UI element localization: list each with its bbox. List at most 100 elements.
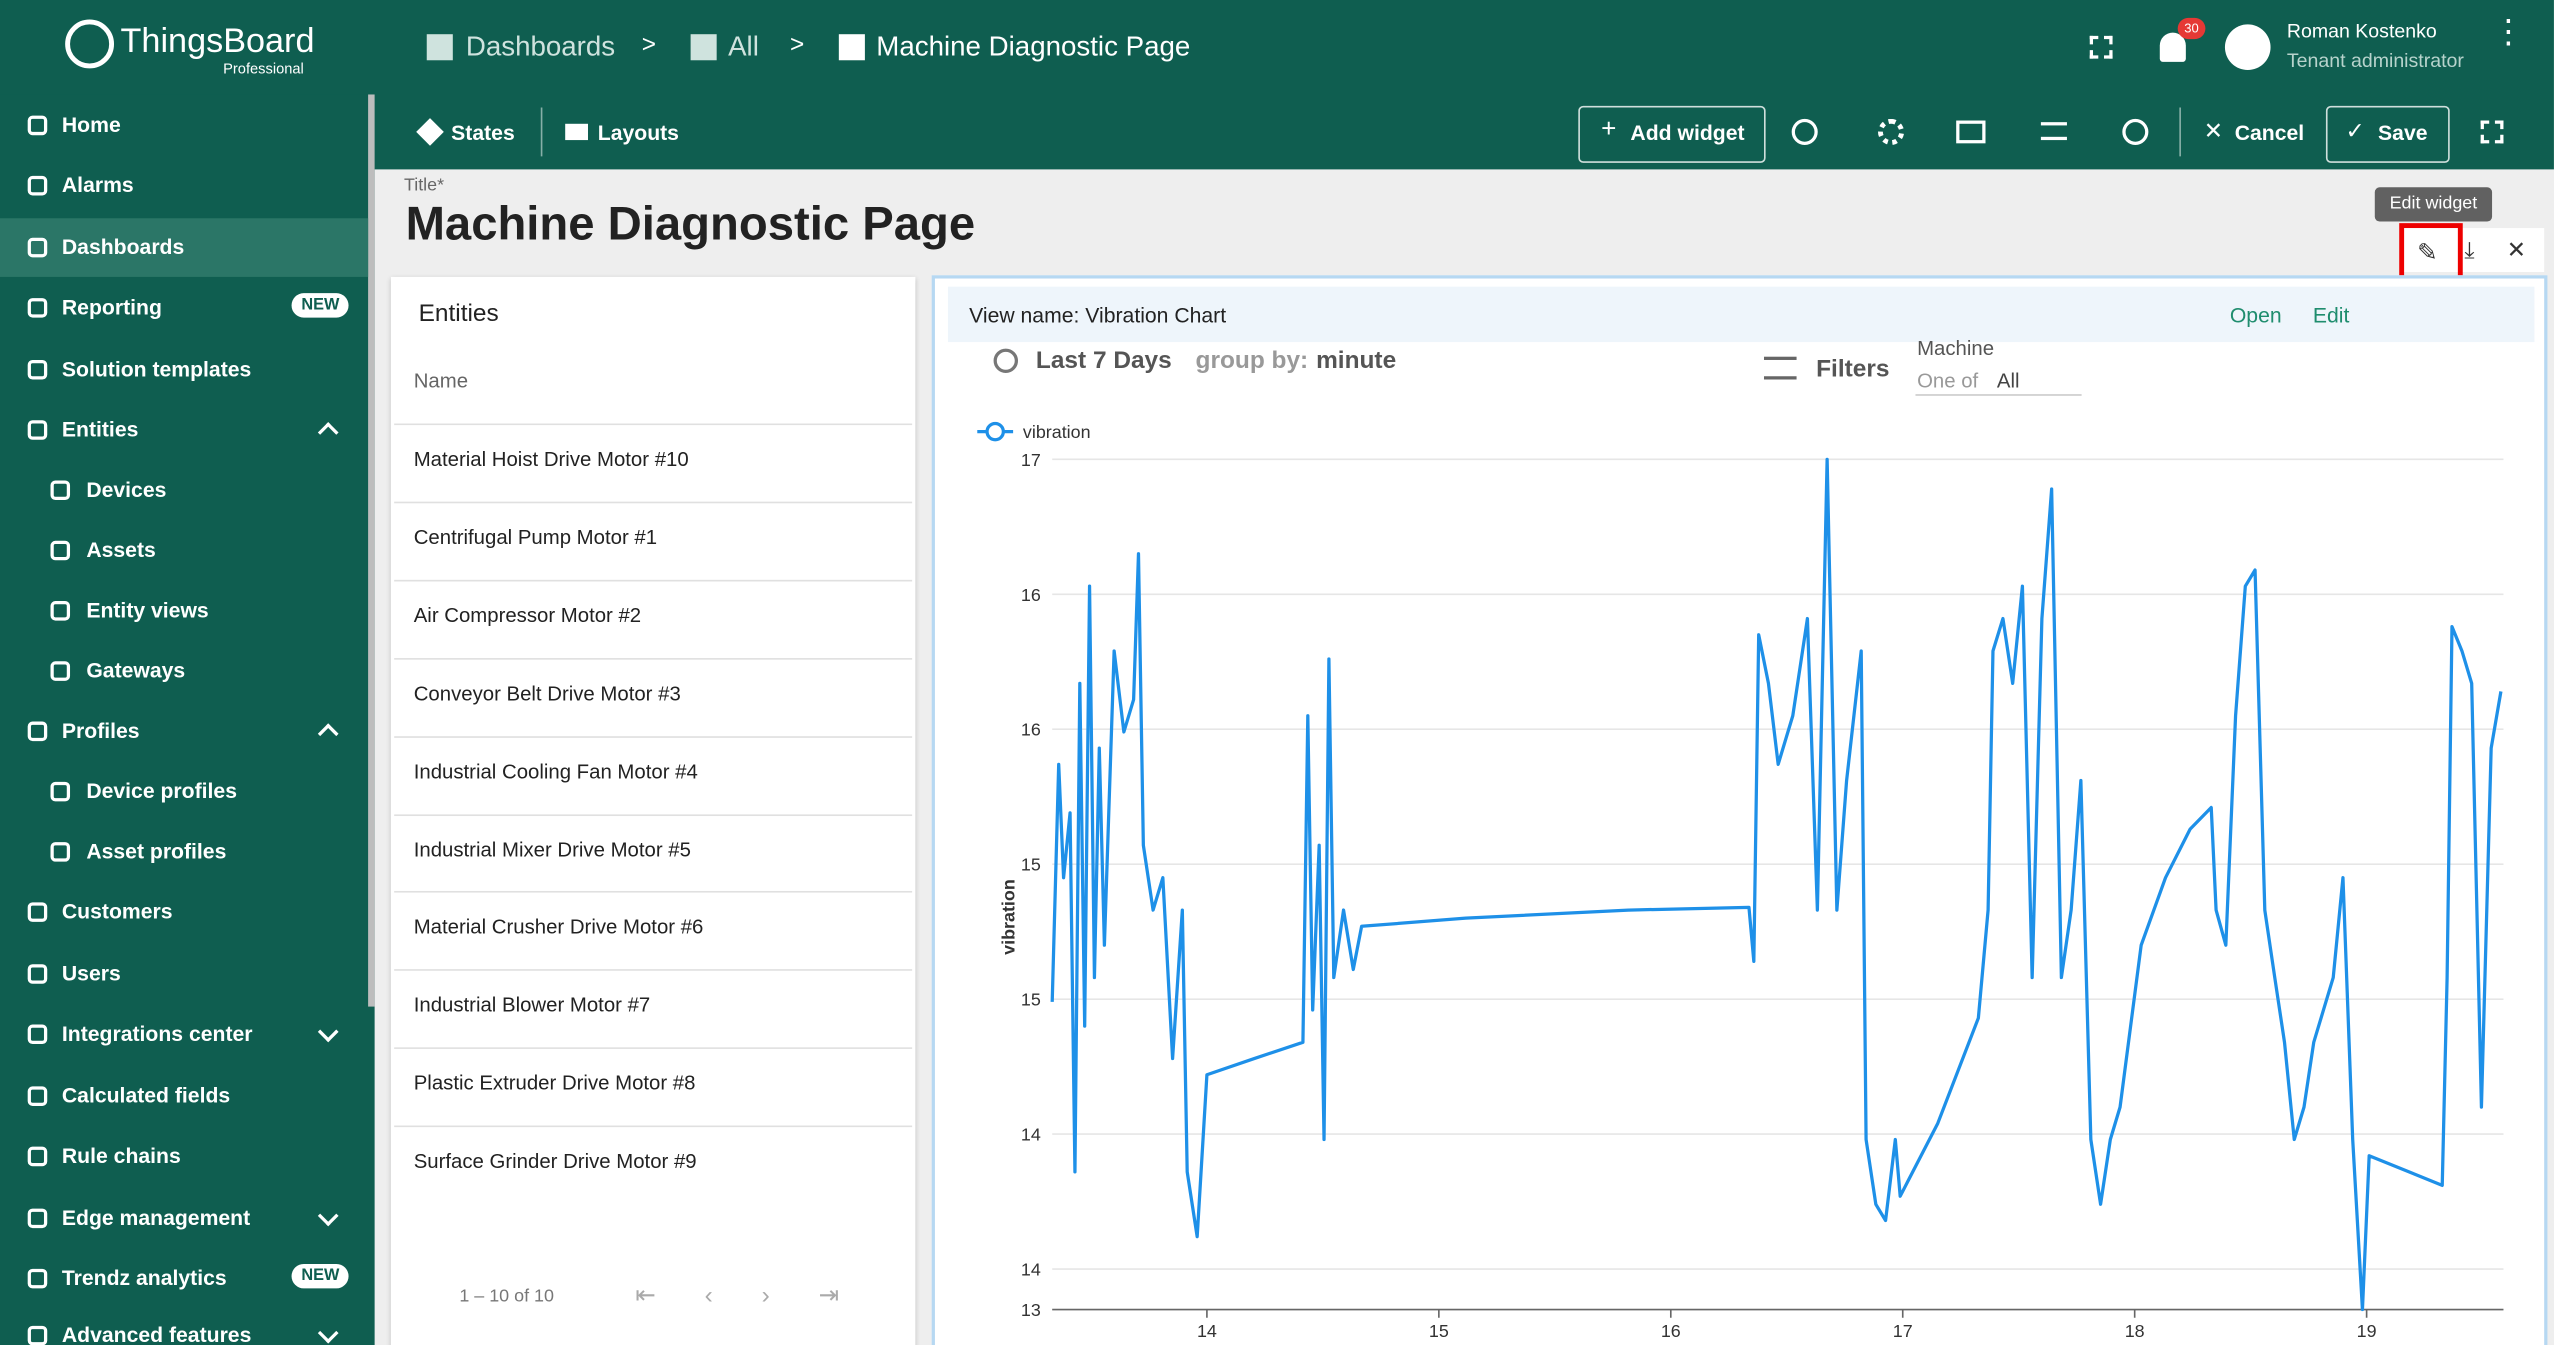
breadcrumb[interactable]: All xyxy=(728,30,759,62)
entity-row[interactable]: Material Hoist Drive Motor #10 xyxy=(413,447,689,471)
y-tick-label: 15 xyxy=(1021,990,1041,1010)
menu-button[interactable]: ⋮ xyxy=(2492,14,2525,51)
nav-item[interactable]: Devices xyxy=(0,461,368,520)
nav-item[interactable]: Edge management xyxy=(0,1189,368,1248)
row-divider xyxy=(394,1047,913,1050)
nav-item[interactable]: Alarms xyxy=(0,156,368,215)
nav-item[interactable]: Profiles xyxy=(0,702,368,761)
chart: 13 14 14 15 15 16 16 17 14 15 16 17 18 19 vibration vib… xyxy=(977,421,2504,1341)
entity-row[interactable]: Material Crusher Drive Motor #6 xyxy=(413,916,704,939)
open-link[interactable]: Open xyxy=(2229,302,2282,328)
entity-row[interactable]: Conveyor Belt Drive Motor #3 xyxy=(413,681,681,705)
save-button[interactable] xyxy=(2325,105,2450,163)
edit-widget-button[interactable]: ✎ xyxy=(2417,239,2438,268)
nav-item[interactable]: Asset profiles xyxy=(0,823,368,882)
tooltip: Edit widget xyxy=(2374,187,2493,222)
save-icon: ✓ xyxy=(2345,117,2365,144)
filters-label[interactable]: Filters xyxy=(1816,355,1890,383)
filter-underline xyxy=(1915,394,2082,396)
y-tick-label: 17 xyxy=(1021,450,1041,470)
nav-item[interactable]: Customers xyxy=(0,883,368,942)
y-tick-label: 13 xyxy=(1021,1300,1041,1320)
nav-item[interactable]: Integrations center xyxy=(0,1005,368,1064)
entity-row[interactable]: Surface Grinder Drive Motor #9 xyxy=(413,1150,697,1173)
column-header[interactable]: Name xyxy=(413,369,469,393)
separator: > xyxy=(789,30,805,59)
x-tick-label: 15 xyxy=(1429,1321,1449,1341)
add-widget-button[interactable] xyxy=(1578,105,1766,163)
logo-icon xyxy=(65,19,115,69)
row-divider xyxy=(394,579,913,582)
timewindow-button[interactable] xyxy=(1791,118,1818,145)
devices-button[interactable] xyxy=(1956,120,1986,144)
nav-item-active[interactable]: Dashboards xyxy=(0,218,369,277)
fullscreen-button[interactable] xyxy=(2089,35,2113,59)
user-role: Tenant administrator xyxy=(2286,48,2464,72)
filter-operator[interactable]: One of xyxy=(1917,369,1979,393)
states-button[interactable]: States xyxy=(451,120,515,145)
entity-row[interactable]: Industrial Cooling Fan Motor #4 xyxy=(413,759,698,783)
save-label: Save xyxy=(2378,120,2428,145)
widget-actions xyxy=(2400,228,2545,273)
entity-row[interactable]: Plastic Extruder Drive Motor #8 xyxy=(413,1072,696,1095)
nav-item[interactable]: Users xyxy=(0,945,368,1004)
layouts-button[interactable]: Layouts xyxy=(597,120,679,145)
cancel-icon: ✕ xyxy=(2203,117,2223,144)
entity-row[interactable]: Centrifugal Pump Motor #1 xyxy=(413,525,658,549)
breadcrumb[interactable]: Dashboards xyxy=(465,30,616,62)
row-divider xyxy=(394,657,913,660)
logo: ThingsBoard xyxy=(120,22,315,61)
y-axis-label: vibration xyxy=(999,879,1019,955)
group-by-value[interactable]: minute xyxy=(1316,346,1397,375)
nav-item[interactable]: Reporting NEW xyxy=(0,279,368,338)
data-line xyxy=(1050,457,2503,1312)
nav-item[interactable]: Rule chains xyxy=(0,1127,368,1186)
app-bar xyxy=(0,0,2554,170)
remove-button[interactable]: ✕ xyxy=(2506,236,2526,263)
fullscreen-button[interactable] xyxy=(2480,120,2504,144)
filter-icon xyxy=(1763,356,1797,380)
group-by-label: group by: xyxy=(1195,346,1309,375)
legend-marker xyxy=(985,421,1005,442)
x-tick-label: 17 xyxy=(1893,1321,1913,1341)
notification-badge: 30 xyxy=(2177,17,2206,40)
nav-item[interactable]: Gateways xyxy=(0,642,368,701)
y-tick-label: 15 xyxy=(1021,855,1041,875)
settings-button[interactable] xyxy=(1878,118,1905,145)
x-tick-label: 18 xyxy=(2125,1321,2145,1341)
notifications-button[interactable] xyxy=(2159,32,2186,62)
nav-item[interactable]: Home xyxy=(0,96,368,155)
entity-row[interactable]: Industrial Mixer Drive Motor #5 xyxy=(413,838,691,861)
page-icon xyxy=(838,34,865,61)
avatar[interactable] xyxy=(2224,24,2271,71)
nav-item[interactable]: Entity views xyxy=(0,581,368,640)
add-widget-label: Add widget xyxy=(1630,120,1745,145)
pager-buttons[interactable]: ⇤‹›⇥ xyxy=(635,1281,888,1310)
filter-button[interactable] xyxy=(2040,122,2067,141)
pagination: 1 – 10 of 10 xyxy=(459,1286,554,1307)
nav-item[interactable]: Device profiles xyxy=(0,762,368,821)
nav-item[interactable]: Assets xyxy=(0,521,368,580)
history-button[interactable] xyxy=(2122,118,2149,145)
title-label: Title* xyxy=(403,175,445,196)
dashboard-title[interactable]: Machine Diagnostic Page xyxy=(405,198,976,251)
filter-value[interactable]: All xyxy=(1996,369,2020,393)
entity-row[interactable]: Industrial Blower Motor #7 xyxy=(413,994,651,1017)
y-tick-label: 14 xyxy=(1021,1260,1041,1280)
y-tick-label: 14 xyxy=(1021,1125,1041,1145)
download-button[interactable]: ⤓ xyxy=(2464,236,2475,263)
plus-icon: + xyxy=(1601,115,1617,144)
entity-row[interactable]: Air Compressor Motor #2 xyxy=(413,603,642,627)
nav-item[interactable]: Entities xyxy=(0,401,368,460)
nav-item[interactable]: Calculated fields xyxy=(0,1067,368,1126)
widget-header xyxy=(947,286,2535,343)
filter-label: Machine xyxy=(1917,337,1995,360)
edit-link[interactable]: Edit xyxy=(2312,302,2350,328)
cancel-button[interactable]: Cancel xyxy=(2234,120,2305,145)
nav-item[interactable]: Solution templates xyxy=(0,340,368,399)
timewindow[interactable]: Last 7 Days xyxy=(1035,346,1172,375)
nav-item[interactable]: Advanced features xyxy=(0,1306,368,1345)
nav-item[interactable]: Trendz analytics NEW xyxy=(0,1249,368,1308)
